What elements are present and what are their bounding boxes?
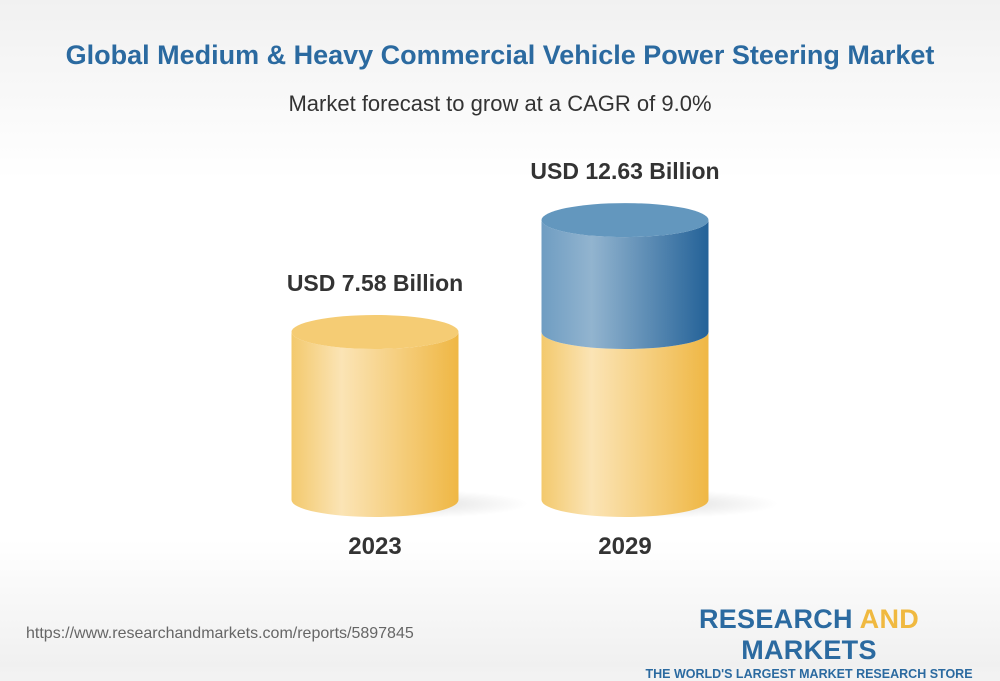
data-label: USD 12.63 Billion xyxy=(530,158,719,184)
bar-2023-top xyxy=(291,315,459,349)
research-and-markets-logo: RESEARCH AND MARKETS THE WORLD'S LARGEST… xyxy=(642,604,976,681)
x-tick-label: 2029 xyxy=(598,533,651,560)
cylinder-chart: USD 7.58 Billion 2023 USD 12.63 Billion 202… xyxy=(287,158,779,560)
x-tick-label: 2023 xyxy=(348,533,401,560)
chart-title: Global Medium & Heavy Commercial Vehicle… xyxy=(65,40,935,70)
logo-tagline: THE WORLD'S LARGEST MARKET RESEARCH STOR… xyxy=(645,667,973,681)
data-label: USD 7.58 Billion xyxy=(287,270,463,296)
chart-subtitle: Market forecast to grow at a CAGR of 9.0… xyxy=(288,91,712,116)
bar-2029-growth xyxy=(541,220,709,349)
report-url[interactable]: https://www.researchandmarkets.com/repor… xyxy=(26,625,414,642)
bar-2029-base xyxy=(541,332,709,517)
bar-2029-growth-top xyxy=(541,203,709,238)
bar-2023 xyxy=(291,332,459,517)
